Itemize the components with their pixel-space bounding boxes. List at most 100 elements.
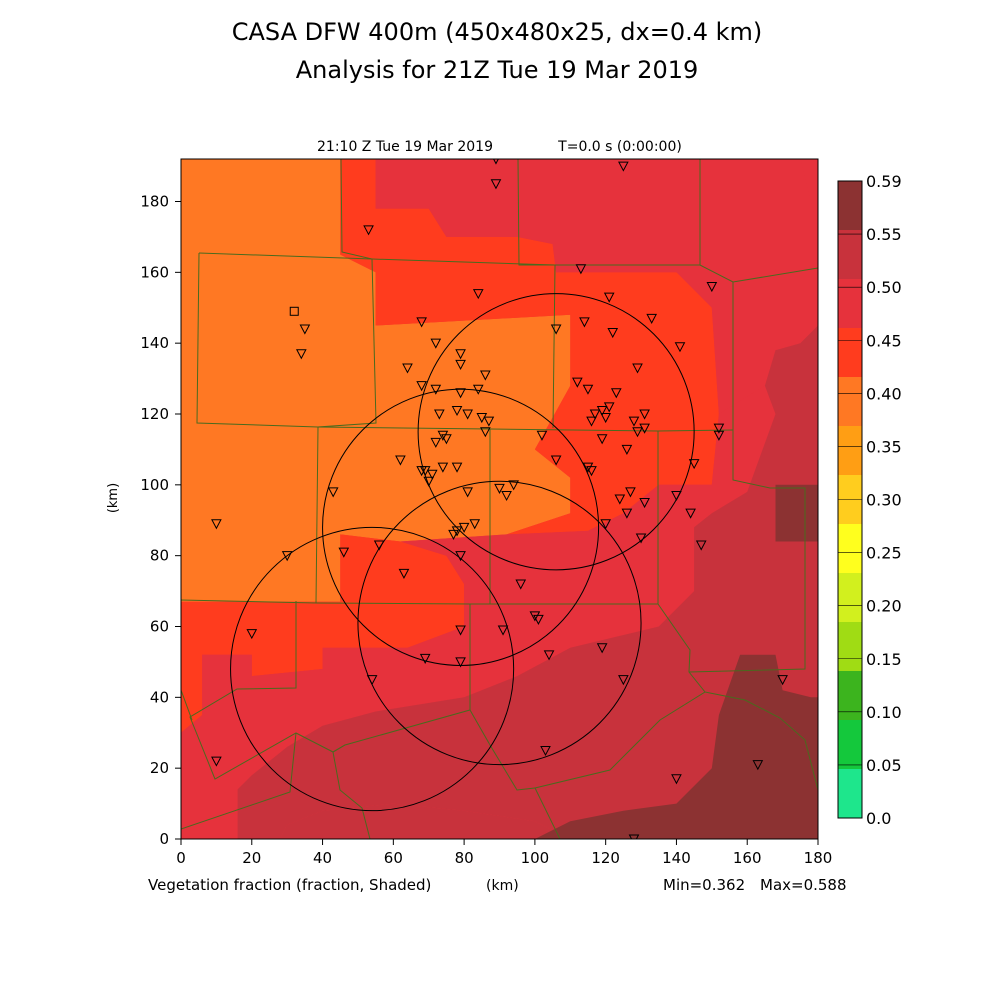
radar-ring <box>230 526 515 812</box>
station-marker <box>600 413 611 424</box>
colorbar: 0.0 0.05 0.10 0.15 0.20 0.25 0.30 0.35 0.40 0.45 0… <box>837 172 902 828</box>
station-marker <box>603 292 615 303</box>
station-marker <box>618 675 629 686</box>
station-marker <box>618 161 629 172</box>
station-marker <box>508 480 519 491</box>
station-marker <box>572 377 583 388</box>
county-line <box>189 601 536 791</box>
x-tick-label: 80 <box>455 849 474 867</box>
county-boundaries <box>181 159 818 839</box>
county-line <box>181 732 297 830</box>
radar-ring <box>417 293 695 571</box>
station-marker <box>632 363 643 374</box>
station-marker <box>299 324 311 335</box>
station-marker <box>455 551 466 562</box>
station-marker <box>628 416 640 427</box>
x-tick-label: 180 <box>804 849 833 867</box>
x-tick-label: 160 <box>733 849 762 867</box>
colorbar-swatch <box>838 230 862 279</box>
station-marker <box>451 462 463 473</box>
station-marker <box>416 317 427 328</box>
station-marker <box>430 338 442 349</box>
county-line <box>198 252 818 283</box>
station-marker <box>462 409 473 420</box>
station-marker <box>671 774 682 785</box>
county-line <box>489 429 659 605</box>
y-axis-label: (km) <box>106 483 121 513</box>
station-marker <box>211 756 222 767</box>
station-marker <box>639 409 650 420</box>
station-marker <box>398 568 410 579</box>
station-marker <box>455 349 466 360</box>
x-tick-label: 60 <box>384 849 403 867</box>
station-marker <box>579 317 590 328</box>
county-line <box>517 159 556 429</box>
station-marker <box>395 455 406 466</box>
station-marker <box>246 629 258 640</box>
station-marker <box>515 579 527 590</box>
station-markers <box>211 159 788 839</box>
station-marker <box>621 508 633 519</box>
colorbar-swatch <box>838 573 862 622</box>
colorbar-swatch <box>838 769 862 818</box>
colorbar-label: 0.20 <box>866 597 902 616</box>
vegetation-region <box>237 325 818 839</box>
station-marker <box>713 423 725 434</box>
station-marker <box>437 462 449 473</box>
county-line <box>534 603 706 839</box>
station-marker <box>490 179 502 190</box>
station-marker <box>639 423 650 434</box>
station-marker <box>338 547 350 558</box>
vegetation-region <box>775 484 818 542</box>
station-marker <box>416 381 427 392</box>
station-marker <box>550 324 562 335</box>
x-tick-label: 120 <box>591 849 620 867</box>
station-marker <box>430 384 442 395</box>
station-marker <box>621 444 633 455</box>
colorbar-label: 0.15 <box>866 650 902 669</box>
county-line <box>332 744 371 839</box>
field-label: Vegetation fraction (fraction, Shaded) <box>148 876 431 894</box>
radar-ring <box>357 480 642 766</box>
station-marker <box>402 363 413 374</box>
colorbar-label: 0.0 <box>866 809 891 828</box>
station-marker <box>628 834 640 839</box>
station-marker <box>451 405 463 417</box>
station-marker <box>437 430 449 441</box>
station-marker <box>671 490 682 502</box>
vegetation-region <box>181 534 465 733</box>
x-tick-label: 0 <box>176 849 186 867</box>
station-marker <box>589 409 601 420</box>
station-marker <box>455 657 466 668</box>
station-marker <box>536 430 548 441</box>
y-tick-label: 140 <box>140 334 169 352</box>
station-marker <box>688 459 700 470</box>
station-marker <box>603 402 615 413</box>
station-marker <box>674 342 686 353</box>
square-station-marker <box>289 306 299 316</box>
station-marker <box>635 533 647 544</box>
station-marker <box>713 430 725 441</box>
vegetation-region <box>340 159 719 535</box>
station-marker <box>501 490 512 502</box>
plot-time-offset: T=0.0 s (0:00:00) <box>557 139 682 155</box>
station-marker <box>632 427 643 438</box>
station-marker <box>497 625 509 636</box>
station-marker <box>462 487 473 498</box>
station-marker <box>373 540 385 551</box>
plot-frame <box>180 158 819 840</box>
station-marker <box>455 359 466 370</box>
x-tick-label: 40 <box>313 849 332 867</box>
station-marker <box>582 462 594 473</box>
colorbar-swatch <box>838 181 862 230</box>
y-tick-label: 60 <box>150 618 169 636</box>
station-marker <box>540 745 551 757</box>
colorbar-label: 0.25 <box>866 544 902 563</box>
station-marker <box>480 370 491 381</box>
station-marker <box>295 349 307 360</box>
colorbar-label: 0.35 <box>866 437 902 456</box>
station-marker <box>582 384 594 395</box>
max-label: Max=0.588 <box>760 876 847 894</box>
vegetation-region <box>711 272 818 414</box>
colorbar-swatch <box>838 377 862 426</box>
